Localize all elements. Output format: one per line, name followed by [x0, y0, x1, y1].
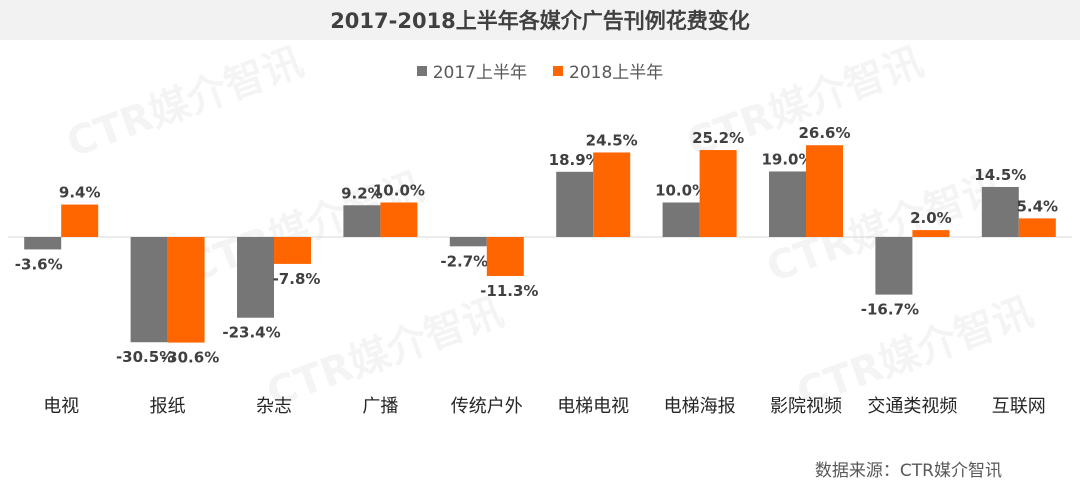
data-label-2017-2: -23.4%: [222, 324, 280, 342]
data-label-2018-6: 25.2%: [692, 129, 744, 147]
bar-2018-4: [486, 237, 524, 276]
category-label-5: 电梯电视: [557, 396, 629, 417]
category-label-7: 影院视频: [770, 396, 842, 417]
category-label-2: 杂志: [256, 396, 292, 417]
data-label-2018-3: 10.0%: [373, 182, 425, 200]
bar-2018-0: [61, 204, 99, 237]
legend-label-2017: 2017上半年: [432, 63, 527, 83]
bar-2017-4: [449, 237, 487, 247]
category-label-9: 互联网: [992, 396, 1046, 417]
data-label-2018-7: 26.6%: [798, 124, 850, 142]
bar-2017-0: [24, 237, 62, 250]
data-label-2017-4: -2.7%: [440, 252, 488, 270]
data-label-2017-3: 9.2%: [341, 184, 383, 202]
data-label-2017-9: 14.5%: [974, 166, 1026, 184]
legend-swatch-2017: [416, 65, 427, 76]
data-label-2017-0: -3.6%: [15, 255, 63, 273]
data-label-2018-8: 2.0%: [910, 209, 952, 227]
data-label-2018-4: -11.3%: [480, 282, 538, 300]
data-label-2017-1: -30.5%: [116, 348, 174, 366]
category-label-6: 电梯海报: [664, 396, 736, 417]
bar-2018-3: [380, 202, 418, 237]
data-label-2018-0: 9.4%: [59, 184, 101, 202]
legend: 2017上半年 2018上半年: [0, 58, 1080, 83]
data-label-2017-7: 19.0%: [761, 150, 813, 168]
bar-2018-1: [167, 237, 205, 343]
category-label-1: 报纸: [150, 396, 186, 417]
category-label-8: 交通类视频: [867, 396, 957, 417]
data-label-2017-8: -16.7%: [861, 301, 919, 319]
bar-2018-9: [1018, 218, 1056, 237]
bar-2017-5: [556, 171, 594, 237]
legend-swatch-2018: [553, 65, 563, 76]
data-label-2017-5: 18.9%: [549, 151, 601, 169]
bar-2018-5: [593, 152, 631, 237]
bar-2017-1: [130, 237, 168, 343]
bar-2018-6: [699, 150, 737, 237]
bar-2018-8: [912, 230, 950, 237]
data-label-2018-2: -7.8%: [273, 270, 321, 288]
data-label-2018-9: 5.4%: [1016, 197, 1058, 215]
data-label-2018-1: -30.6%: [161, 349, 219, 367]
bar-2018-7: [806, 145, 843, 237]
data-label-2018-5: 24.5%: [586, 131, 638, 149]
bar-2017-3: [343, 205, 381, 237]
legend-item-2017: 2017上半年: [416, 58, 527, 83]
data-label-2017-6: 10.0%: [655, 182, 707, 200]
bar-2017-2: [237, 237, 274, 318]
bar-2017-9: [981, 186, 1019, 237]
category-label-0: 电视: [43, 396, 79, 417]
bar-2017-8: [875, 237, 913, 295]
category-label-3: 广播: [362, 396, 398, 417]
bar-2018-2: [274, 237, 311, 264]
legend-label-2018: 2018上半年: [569, 63, 664, 83]
chart-title: 2017-2018上半年各媒介广告刊例花费变化: [330, 9, 750, 33]
source-note: 数据来源：CTR媒介智讯: [814, 461, 1002, 481]
bar-2017-6: [662, 202, 700, 237]
title-bar: 2017-2018上半年各媒介广告刊例花费变化: [0, 0, 1080, 40]
bar-2017-7: [769, 171, 806, 237]
legend-item-2018: 2018上半年: [553, 58, 663, 83]
category-label-4: 传统户外: [451, 396, 523, 417]
